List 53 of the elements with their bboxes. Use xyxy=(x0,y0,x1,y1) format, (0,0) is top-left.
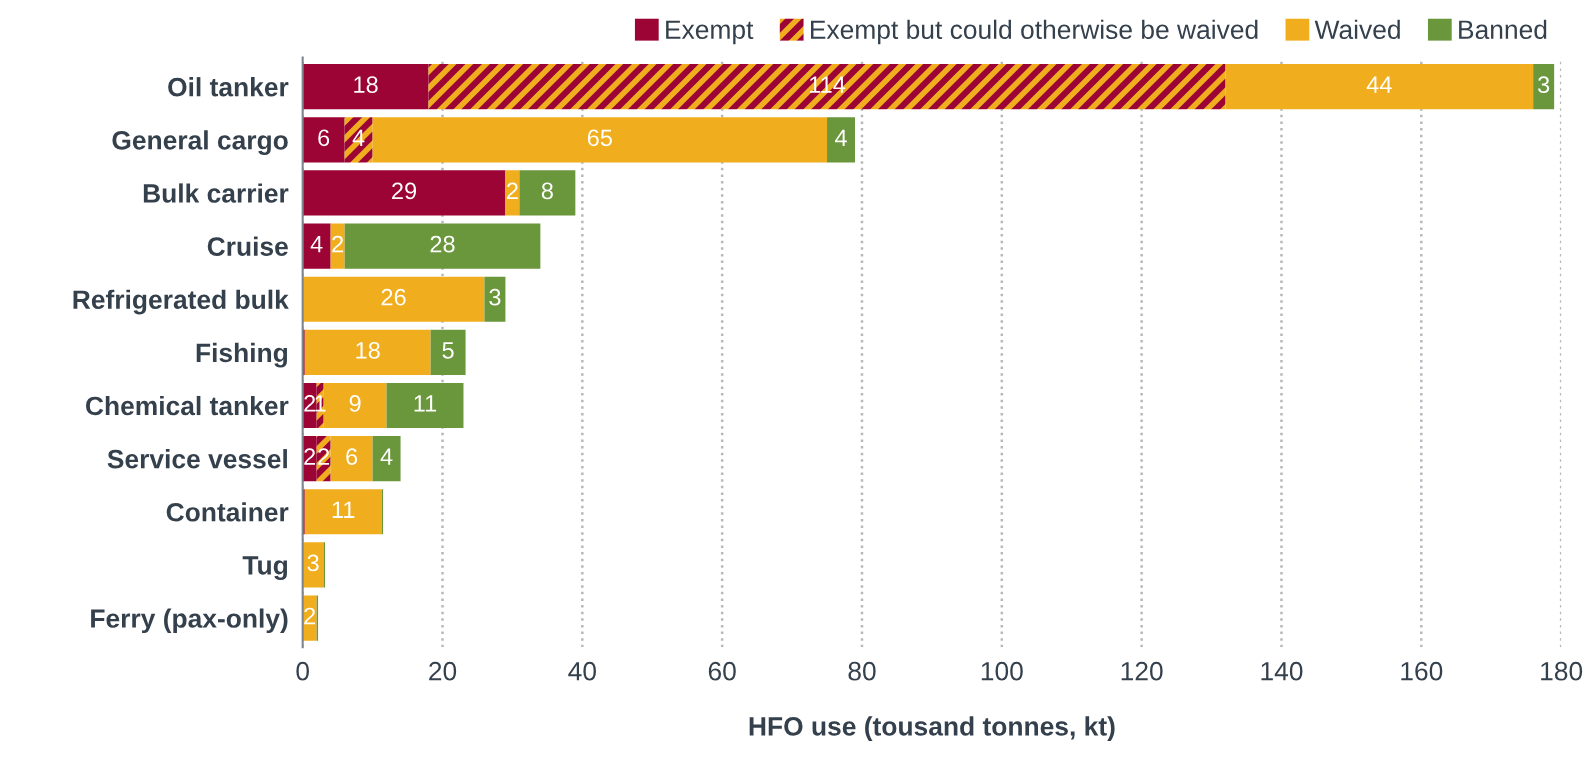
y-tick-label: Oil tanker xyxy=(168,77,289,97)
data-label: 5 xyxy=(442,342,454,359)
data-label: 26 xyxy=(381,288,406,306)
x-tick-label: 60 xyxy=(708,661,736,681)
y-tick-label: Container xyxy=(166,502,289,522)
y-tick-label: General cargo xyxy=(112,130,288,155)
x-tick-label: 40 xyxy=(568,661,596,681)
data-label: 9 xyxy=(349,395,361,412)
data-label: 18 xyxy=(356,341,380,359)
x-tick-label: 80 xyxy=(848,661,876,681)
legend-label: Waived xyxy=(1314,19,1400,40)
y-tick-label: Service vessel xyxy=(107,449,287,469)
legend-label: Exempt xyxy=(666,20,754,45)
data-label: 3 xyxy=(489,288,501,306)
data-label: 4 xyxy=(352,129,365,146)
data-label: 3 xyxy=(1538,76,1550,94)
data-label: 6 xyxy=(318,129,330,147)
data-label: 29 xyxy=(392,182,417,200)
y-tick-label: Refrigerated bulk xyxy=(73,289,289,315)
x-tick-label: 100 xyxy=(981,661,1023,681)
legend-label: Banned xyxy=(1459,19,1547,40)
data-label: 8 xyxy=(541,182,553,200)
data-label: 44 xyxy=(1366,76,1392,93)
legend-label: Exempt but could otherwise be waived xyxy=(811,19,1258,45)
x-tick-label: 180 xyxy=(1541,661,1583,681)
y-tick-label: Tug xyxy=(242,556,288,580)
data-label: 2 xyxy=(304,395,316,412)
y-tick-label: Bulk carrier xyxy=(143,183,289,203)
y-tick-label: Chemical tanker xyxy=(86,395,289,416)
y-tick-label: Cruise xyxy=(207,236,288,256)
data-label: 28 xyxy=(430,235,455,253)
data-label: 6 xyxy=(346,448,358,465)
data-label: 18 xyxy=(354,76,378,94)
y-tick-label: Ferry (pax-only) xyxy=(91,608,288,634)
data-label: 11 xyxy=(414,395,437,412)
data-label: 11 xyxy=(332,501,355,518)
x-tick-label: 140 xyxy=(1261,661,1303,681)
data-label: 4 xyxy=(310,235,323,253)
data-label: 4 xyxy=(380,448,393,465)
data-label: 2 xyxy=(304,607,316,625)
data-label: 4 xyxy=(834,129,847,146)
x-tick-label: 160 xyxy=(1401,661,1443,681)
data-label: 2 xyxy=(507,182,518,200)
data-label: 65 xyxy=(587,129,612,147)
data-label: 3 xyxy=(307,554,319,572)
y-tick-label: Fishing xyxy=(196,342,288,368)
x-tick-label: 0 xyxy=(296,661,309,681)
x-tick-label: 20 xyxy=(429,661,457,681)
x-tick-label: 120 xyxy=(1121,661,1163,681)
data-label: 114 xyxy=(810,76,846,93)
data-label: 2 xyxy=(304,448,316,465)
data-label: 2 xyxy=(332,235,344,253)
x-axis-title: HFO use (tousand tonnes, kt) xyxy=(749,716,1115,741)
